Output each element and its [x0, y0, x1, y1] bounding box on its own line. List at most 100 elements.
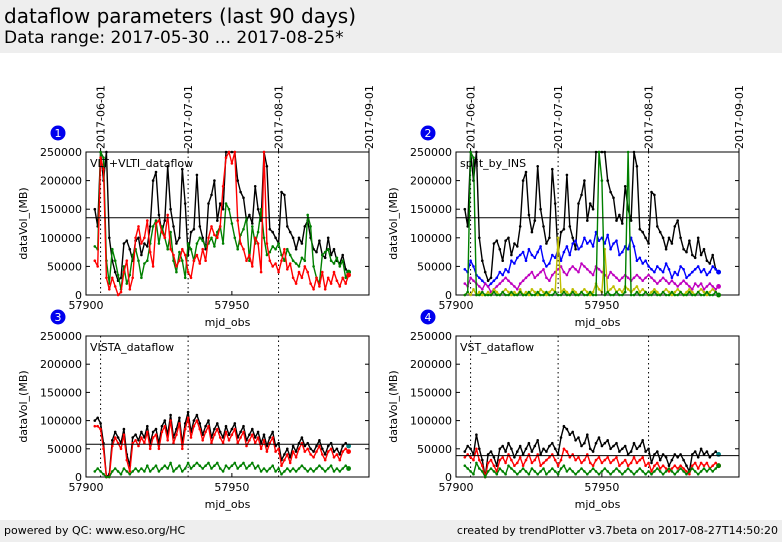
- panel-4-series-total-point: [708, 456, 712, 459]
- panel-4-series-total-point: [656, 450, 659, 453]
- panel-1-series-green-point: [93, 245, 97, 248]
- panel-2-series-yellow-point: [559, 290, 563, 294]
- panel-4-series-red-point: [615, 456, 618, 459]
- panel-2-y-tick-label-0: 0: [445, 289, 452, 302]
- panel-2-series-blue-point: [495, 276, 499, 280]
- panel-1-series-green-point: [221, 242, 225, 245]
- panel-4-series-total-point: [661, 453, 665, 456]
- panel-2-series-green-point: [559, 293, 563, 297]
- panel-2-series-total-point: [510, 253, 513, 257]
- panel-2-series-magenta-point: [498, 282, 502, 285]
- panel-3-series-total-point: [198, 422, 202, 425]
- panel-1-series-total-point: [318, 239, 321, 242]
- panel-2-series-yellow-point: [673, 290, 677, 294]
- panel-4-series-green-point: [603, 467, 607, 470]
- panel-1-series-total-point: [143, 242, 146, 245]
- panel-1-x-tick-label-0: 57900: [69, 299, 104, 312]
- panel-1-series-red-point: [195, 253, 199, 257]
- panel-2-series-magenta-point: [580, 262, 583, 265]
- panel-2-series-total-point: [583, 179, 586, 182]
- panel-4-series-green-point: [635, 470, 639, 473]
- panel-2-series-blue-point: [688, 273, 691, 277]
- panel-3-series-red-point: [137, 444, 140, 448]
- panel-4-series-total-point: [556, 453, 560, 456]
- panel-2-series-total-point: [632, 150, 636, 154]
- panel-4-series-green-end-marker: [716, 463, 721, 469]
- panel-2-x-tick-label-1: 57950: [584, 299, 619, 312]
- panel-3-series-red-point: [213, 433, 216, 437]
- panel-3-series-green-point: [341, 467, 345, 470]
- panel-2-series-yellow-point: [653, 288, 656, 291]
- panel-4-y-tick-label-1: 50000: [417, 443, 452, 456]
- panel-3-series-red-point: [128, 470, 132, 473]
- panel-4-series-green-point: [615, 467, 618, 470]
- panel-4-series-total-point: [650, 461, 653, 465]
- panel-2-series-yellow-point: [548, 290, 551, 294]
- panel-4-series-total-point: [559, 436, 563, 439]
- panel-1-date-label-1: 2017-07-01: [182, 85, 195, 149]
- panel-4-series-green-point: [536, 472, 539, 476]
- panel-2-series-total-point: [688, 239, 691, 242]
- panel-2-series-green-point: [536, 290, 539, 294]
- panel-3-series-total-point: [137, 439, 140, 442]
- panel-1-series-total-point: [300, 242, 304, 245]
- panel-3-series-green-point: [312, 470, 315, 473]
- panel-2-series-blue-point: [606, 233, 609, 237]
- panel-2-series-blue-point: [615, 239, 618, 242]
- panel-2-series-magenta-point: [510, 282, 513, 285]
- panel-3-series-green-point: [271, 464, 275, 468]
- panel-4-series-total-point: [711, 453, 714, 456]
- panel-4-series-red-point: [688, 472, 691, 476]
- panel-4-series-red-point: [501, 456, 505, 459]
- panel-2-series-blue-point: [489, 282, 493, 285]
- panel-4-series-total-point: [691, 453, 694, 456]
- panel-1-series-total-point: [271, 230, 275, 234]
- panel-2-series-green-point: [472, 156, 475, 159]
- panel-1-series-total-point: [242, 196, 245, 200]
- panel-1-series-red-point: [157, 219, 161, 222]
- panel-3-series-red-point: [148, 447, 152, 451]
- panel-4-series-red-point: [661, 464, 665, 468]
- panel-2-series-blue-point: [516, 256, 519, 260]
- panel-4-series-total-point: [510, 447, 513, 451]
- panel-2-series-green-point: [516, 293, 519, 297]
- panel-4-series-total-point: [571, 430, 574, 434]
- panel-2-number-label: 2: [425, 127, 432, 140]
- panel-3-series-total-point: [312, 450, 315, 453]
- panel-1-series-total-point: [175, 242, 178, 245]
- panel-2-series-total-point: [676, 219, 679, 222]
- panel-1-y-tick-label-4: 200000: [40, 175, 82, 188]
- panel-4-series-red-point: [580, 461, 583, 465]
- panel-3-series-red-point: [163, 424, 167, 428]
- panel-1-series-total-point: [265, 165, 269, 168]
- panel-4-series-red-point: [545, 458, 548, 462]
- panel-1-series-total-point: [256, 207, 260, 211]
- page-title: dataflow parameters (last 90 days): [4, 4, 357, 28]
- panel-2-series-yellow-point: [571, 288, 574, 291]
- panel-2-series-blue-point: [685, 276, 688, 280]
- panel-2-series-green-point: [650, 293, 653, 297]
- panel-4-series-total-point: [632, 441, 636, 445]
- panel-3-y-tick-label-4: 200000: [40, 358, 82, 371]
- panel-4-series-red-point: [650, 470, 653, 473]
- panel-3-series-red-point: [280, 464, 283, 468]
- panel-4-series-green-point: [463, 464, 467, 468]
- panel-2-series-blue-point: [527, 247, 531, 251]
- panel-3-series-red-point: [113, 436, 117, 439]
- panel-3-series-total-point: [262, 433, 266, 437]
- panel-1-series-green-point: [291, 259, 295, 262]
- panel-1-series-total-point: [303, 225, 307, 228]
- panel-4-series-green-point: [516, 472, 519, 476]
- panel-3-series-total-point: [315, 444, 318, 448]
- panel-2-series-yellow-point: [562, 288, 566, 291]
- panel-2-series-magenta-point: [673, 282, 677, 285]
- panel-4-series-green-point: [626, 467, 630, 470]
- panel-2-series-magenta-point: [495, 285, 499, 288]
- panel-2-series-green-point: [542, 293, 545, 297]
- panel-3-series-total-point: [207, 419, 210, 422]
- panel-3-series-green-point: [93, 470, 97, 473]
- panel-2-series-magenta-point: [661, 276, 665, 280]
- panel-3-series-green-point: [332, 470, 336, 473]
- panel-1-series-green-point: [271, 245, 275, 248]
- panel-2-series-total-point: [565, 173, 569, 177]
